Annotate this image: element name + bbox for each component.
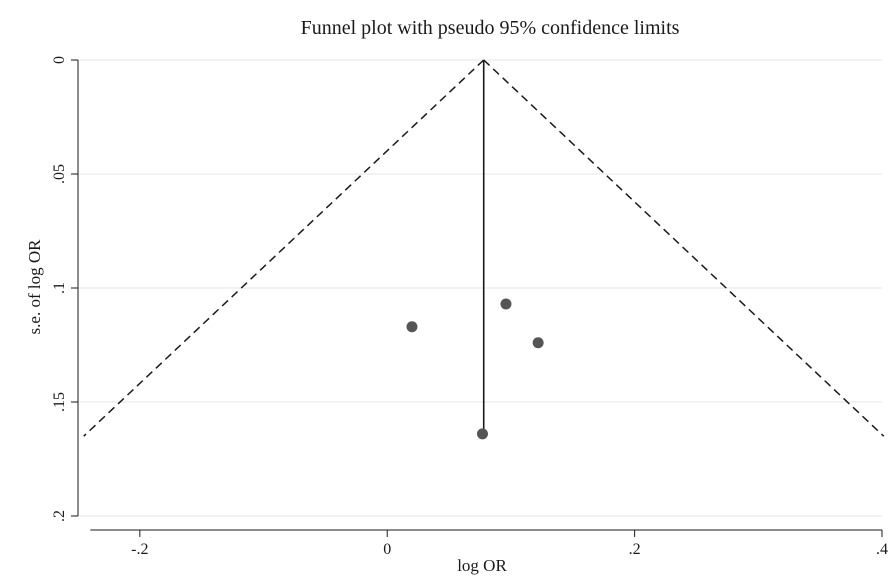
x-tick-label-2: .2 [629,541,641,558]
gridlines [78,59,882,517]
lower-confidence-limit [83,59,485,437]
upper-confidence-limit [483,59,885,437]
x-tick-label-3: .4 [876,541,888,558]
data-points [406,298,544,440]
y-tick-label-3: .15 [51,392,68,412]
study-point-3 [532,337,544,349]
chart-title: Funnel plot with pseudo 95% confidence l… [301,17,680,39]
y-axis: 0 .05 .1 .15 .2 [51,56,79,522]
y-tick-label-0: 0 [51,56,68,64]
x-axis-label: log OR [457,556,507,575]
y-axis-label: s.e. of log OR [25,239,44,335]
y-tick-label-1: .05 [51,164,68,184]
y-tick-label-4: .2 [51,510,68,522]
y-tick-label-2: .1 [51,282,68,294]
study-point-1 [406,321,418,333]
funnel-lines [83,59,885,437]
x-tick-label-1: 0 [383,541,391,558]
x-axis: -.2 0 .2 .4 [90,529,888,558]
x-tick-label-0: -.2 [131,541,148,558]
study-point-4 [476,428,488,440]
study-point-2 [500,298,512,310]
